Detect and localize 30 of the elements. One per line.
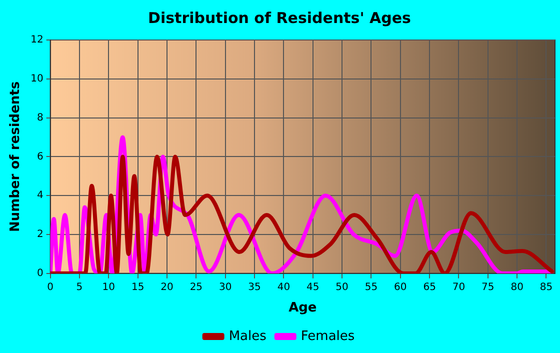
y-tick-label: 2 xyxy=(36,229,44,240)
y-tick-label: 6 xyxy=(36,151,44,162)
x-tick-label: 5 xyxy=(76,282,83,293)
y-tick-label: 4 xyxy=(36,190,44,202)
y-tick-label: 12 xyxy=(30,34,44,46)
x-tick-label: 50 xyxy=(336,282,348,293)
x-tick-label: 0 xyxy=(47,282,54,293)
x-tick-label: 35 xyxy=(248,282,261,293)
legend-label: Males xyxy=(228,328,267,344)
y-axis-title: Number of residents xyxy=(8,81,24,232)
x-tick-label: 30 xyxy=(218,282,232,293)
x-tick-label: 85 xyxy=(540,282,553,293)
chart-title: Distribution of Residents' Ages xyxy=(148,8,412,27)
y-tick-label: 0 xyxy=(36,268,44,279)
x-axis-title: Age xyxy=(288,300,317,316)
x-tick-label: 70 xyxy=(452,282,466,293)
x-tick-label: 65 xyxy=(423,282,436,293)
x-tick-label: 15 xyxy=(131,282,144,293)
x-tick-label: 20 xyxy=(160,282,174,293)
x-tick-label: 40 xyxy=(277,282,290,293)
legend-label: Females xyxy=(300,328,355,344)
x-tick-label: 10 xyxy=(102,282,116,293)
x-tick-label: 25 xyxy=(190,282,203,293)
x-tick-label: 80 xyxy=(510,282,524,293)
y-tick-label: 8 xyxy=(36,112,44,124)
x-tick-label: 55 xyxy=(364,282,378,293)
x-tick-label: 75 xyxy=(482,282,494,293)
x-tick-label: 45 xyxy=(306,282,320,293)
x-tick-label: 60 xyxy=(394,282,407,293)
y-tick-label: 10 xyxy=(30,73,44,84)
